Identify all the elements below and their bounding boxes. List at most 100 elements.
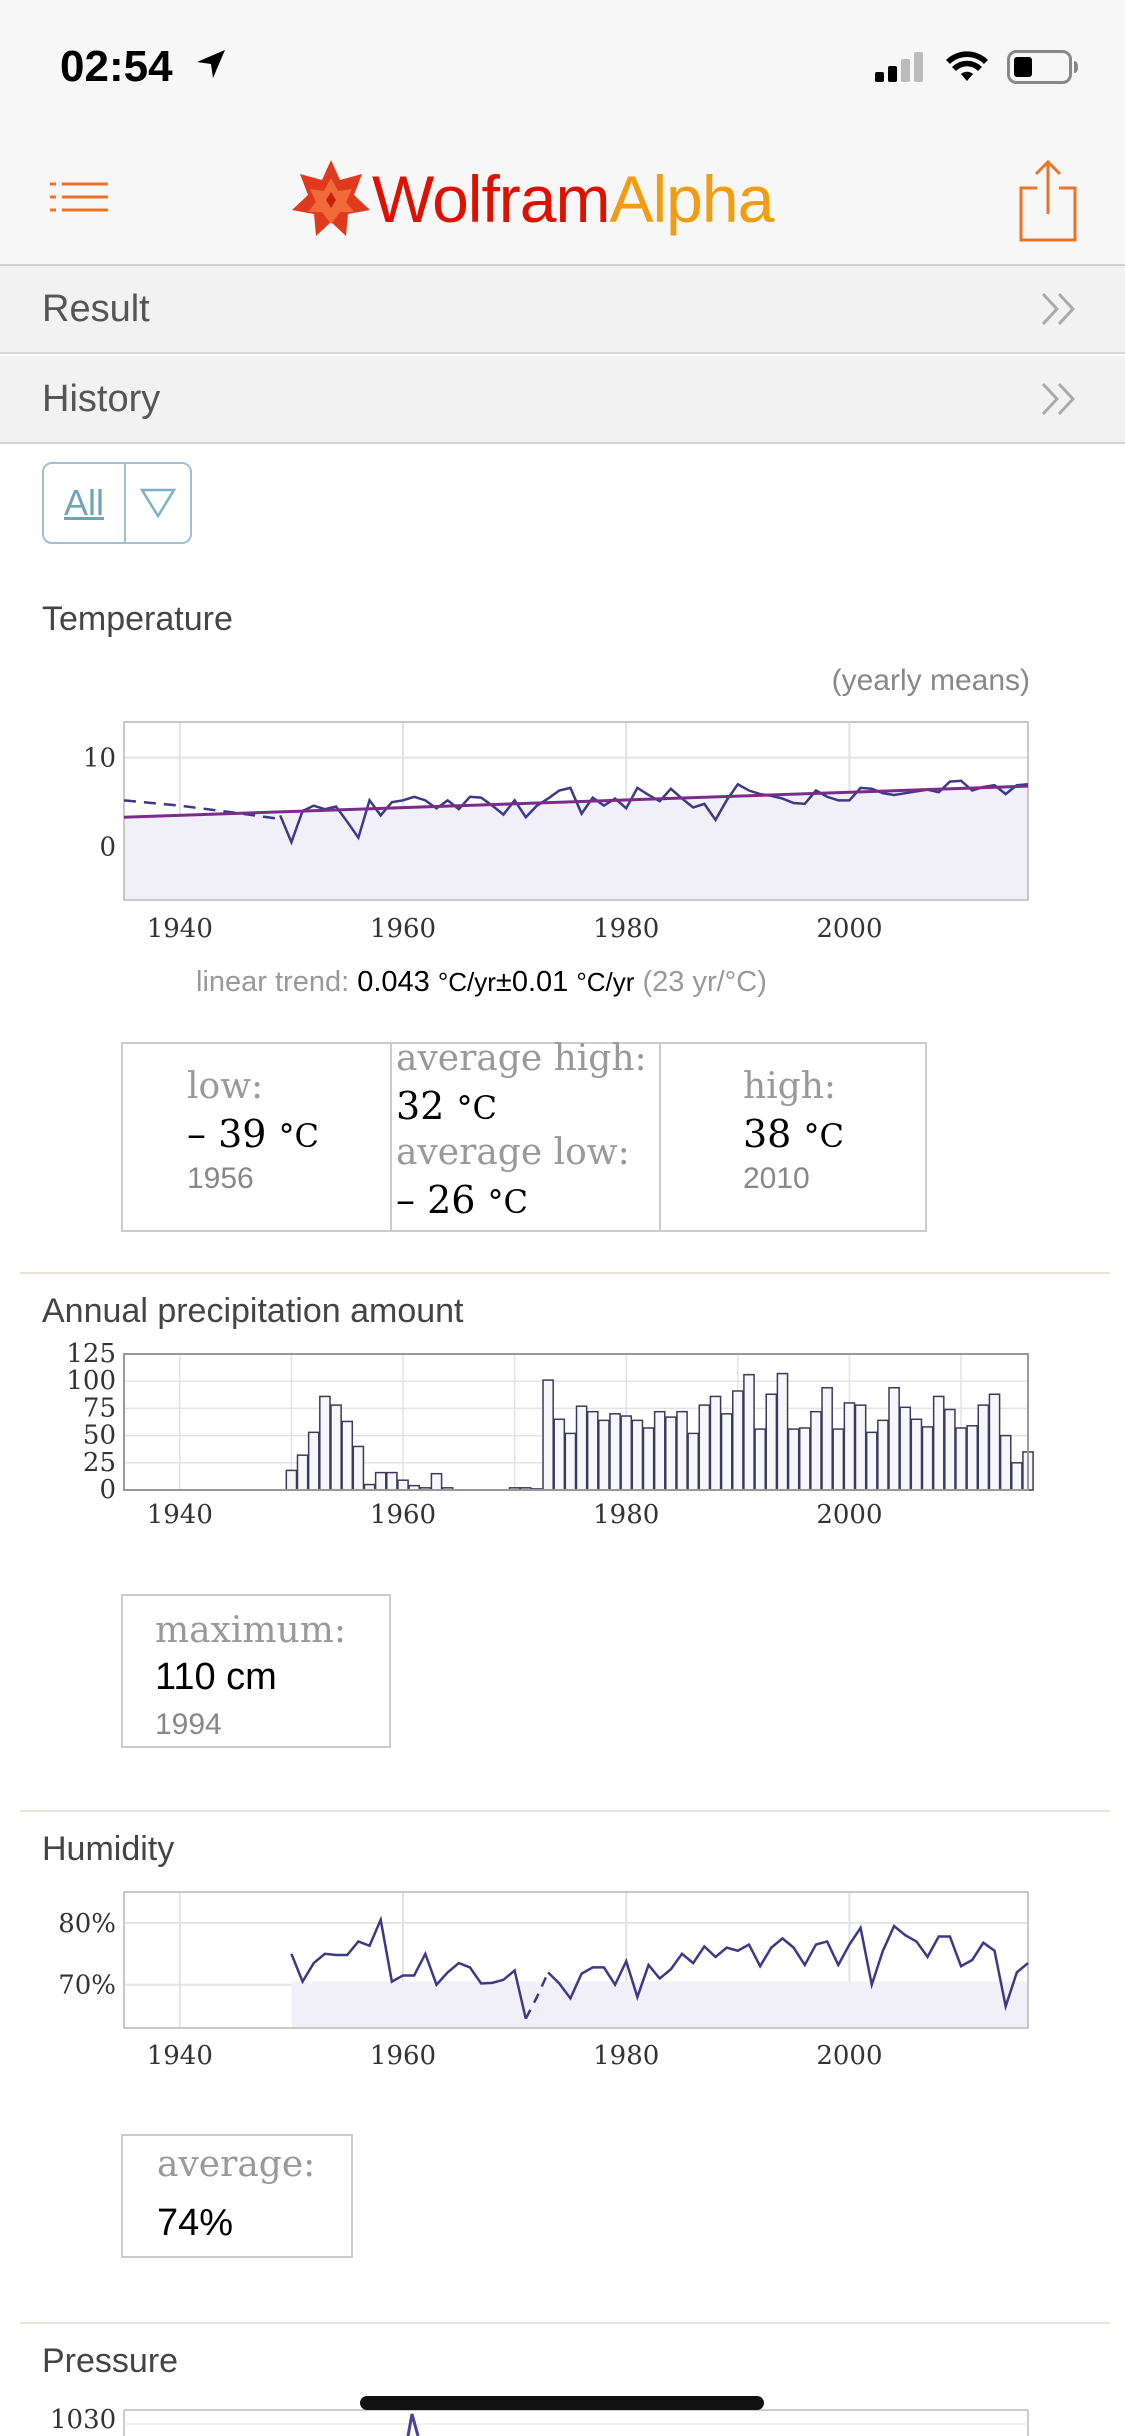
x-tick-label: 1940 <box>147 1500 213 1530</box>
precip-bar <box>609 1413 621 1491</box>
precip-bar <box>352 1445 365 1491</box>
trend-extra: (23 yr/°C) <box>642 966 767 998</box>
pressure-line <box>406 2413 420 2436</box>
y-tick-label: 75 <box>83 1393 116 1423</box>
cellular-signal-icon <box>875 52 923 82</box>
trend-label: linear trend: <box>196 966 350 998</box>
x-tick-label: 1980 <box>593 914 659 944</box>
precip-bar <box>1011 1462 1023 1491</box>
max-label: maximum: <box>155 1610 347 1651</box>
plot-frame <box>123 1353 1029 1491</box>
average-low-value: – 26 °C <box>396 1178 529 1222</box>
precip-bar <box>899 1406 912 1491</box>
history-label: History <box>42 378 161 420</box>
pressure-title: Pressure <box>42 2342 179 2380</box>
filter-dropdown[interactable]: All <box>42 462 192 544</box>
filter-toggle[interactable] <box>126 464 190 542</box>
precip-bar <box>698 1404 711 1491</box>
temperature-chart: 0 10 1940 1960 1980 2000 <box>83 721 1029 944</box>
low-label: low: <box>187 1066 264 1107</box>
x-tick-label: 1980 <box>593 1500 659 1530</box>
result-row[interactable]: Result <box>0 266 1125 354</box>
precip-bar <box>586 1410 599 1491</box>
section-divider <box>20 1272 1110 1274</box>
precip-bar <box>877 1419 889 1491</box>
section-divider <box>20 2322 1110 2324</box>
status-icons <box>875 50 1079 84</box>
x-tick-label: 2000 <box>816 1500 882 1530</box>
y-tick-label: 125 <box>66 1340 116 1369</box>
share-icon[interactable] <box>1017 158 1079 242</box>
precip-bar <box>709 1395 722 1491</box>
wifi-icon <box>946 51 988 81</box>
precip-bar <box>598 1419 610 1491</box>
linear-trend-line <box>123 784 1029 819</box>
precip-bar <box>430 1472 443 1491</box>
precip-bar <box>374 1471 387 1491</box>
y-tick-label: 10 <box>83 744 116 774</box>
average-high-value: 32 °C <box>396 1084 497 1128</box>
precip-bar <box>642 1427 655 1491</box>
menu-icon[interactable] <box>48 180 110 214</box>
section-divider <box>20 1810 1110 1812</box>
precipitation-max-box: maximum: 110 cm 1994 <box>121 1594 391 1748</box>
y-tick-label: 25 <box>83 1448 116 1478</box>
yearly-means-note: (yearly means) <box>831 664 1030 697</box>
precip-bar <box>397 1479 409 1491</box>
precip-bar <box>999 1434 1012 1491</box>
low-cell: low: – 39 °C 1956 <box>123 1044 392 1230</box>
high-label: high: <box>743 1066 837 1107</box>
precip-bar <box>988 1393 1001 1491</box>
humidity-series-line <box>547 1923 1029 2012</box>
precip-bar <box>776 1372 789 1491</box>
precip-bar <box>542 1379 554 1491</box>
y-tick-label: 50 <box>83 1421 116 1451</box>
history-row[interactable]: History <box>0 356 1125 444</box>
average-cell: average high: 32 °C average low: – 26 °C <box>392 1038 661 1230</box>
humidity-estimate-line <box>524 1971 550 2020</box>
precip-bar <box>653 1410 666 1491</box>
precip-bar <box>720 1413 733 1491</box>
x-tick-label: 1960 <box>370 914 436 944</box>
precip-bar <box>307 1431 320 1491</box>
average-high-label: average high: <box>396 1038 647 1079</box>
double-chevron-right-icon <box>1041 292 1076 326</box>
precip-bar <box>665 1416 677 1491</box>
trend-plusminus: ±0.01 <box>495 966 569 998</box>
x-tick-label: 2000 <box>816 2041 882 2071</box>
high-year: 2010 <box>743 1162 810 1195</box>
x-tick-label: 2000 <box>816 914 882 944</box>
x-tick-label: 1960 <box>370 2041 436 2071</box>
status-bar: 02:54 <box>0 0 1125 130</box>
precipitation-title: Annual precipitation amount <box>42 1292 464 1330</box>
trend-unit: °C/yr <box>437 967 496 997</box>
precip-bar <box>341 1420 354 1491</box>
home-indicator[interactable] <box>360 2396 764 2410</box>
humidity-chart: 70% 80% 1940 1960 1980 2000 <box>58 1891 1029 2071</box>
filter-all-label[interactable]: All <box>44 464 126 542</box>
humidity-series-line <box>290 1915 527 2020</box>
precip-bar <box>754 1428 766 1491</box>
precip-bar <box>787 1428 800 1491</box>
precip-bar <box>676 1410 688 1491</box>
max-year: 1994 <box>155 1708 222 1741</box>
precip-bar <box>888 1386 900 1491</box>
temperature-title: Temperature <box>42 600 233 638</box>
spikey-logo-icon <box>292 160 370 236</box>
max-value: 110 cm <box>155 1656 277 1698</box>
precip-bar <box>910 1418 923 1491</box>
triangle-down-icon <box>139 488 177 519</box>
temperature-summary-box: low: – 39 °C 1956 average high: 32 °C av… <box>121 1038 927 1232</box>
linear-trend: linear trend: 0.043 °C/yr±0.01 °C/yr (23… <box>196 966 767 999</box>
precip-bar <box>285 1469 298 1491</box>
precip-bar <box>843 1402 856 1491</box>
plot-frame <box>123 1891 1029 2029</box>
precip-bar <box>620 1415 633 1491</box>
precip-bar <box>687 1432 700 1491</box>
y-tick-label: 70% <box>58 1971 116 2001</box>
result-label: Result <box>42 288 150 330</box>
precip-bar <box>966 1425 979 1491</box>
precip-bar <box>944 1408 956 1491</box>
x-tick-label: 1980 <box>593 2041 659 2071</box>
